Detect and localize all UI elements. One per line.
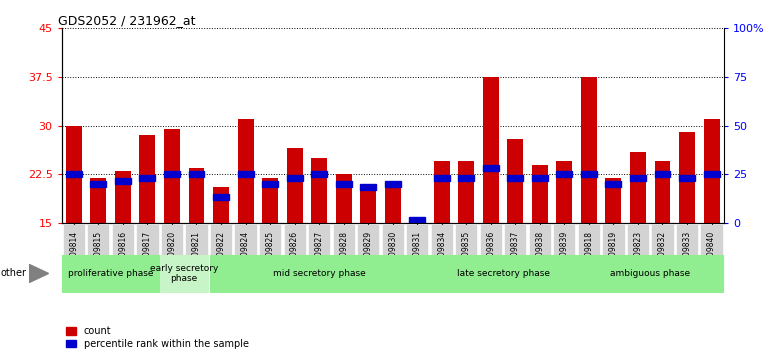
- Text: other: other: [1, 268, 27, 279]
- Bar: [704, 171, 719, 177]
- Bar: [66, 126, 82, 223]
- Bar: [679, 132, 695, 223]
- Bar: [213, 187, 229, 223]
- Bar: [360, 184, 376, 190]
- Bar: [581, 77, 597, 223]
- Bar: [115, 171, 131, 223]
- Bar: [483, 77, 499, 223]
- Bar: [458, 161, 474, 223]
- Bar: [410, 220, 425, 223]
- Bar: [581, 171, 597, 177]
- Bar: [262, 181, 278, 187]
- Bar: [654, 171, 671, 177]
- Bar: [311, 158, 327, 223]
- Bar: [286, 175, 303, 181]
- Bar: [336, 181, 352, 187]
- Bar: [532, 175, 547, 181]
- Text: late secretory phase: late secretory phase: [457, 269, 550, 278]
- Bar: [164, 129, 180, 223]
- Bar: [213, 194, 229, 200]
- Bar: [557, 161, 572, 223]
- Bar: [507, 175, 524, 181]
- Bar: [238, 171, 253, 177]
- Bar: [66, 171, 82, 177]
- Bar: [507, 139, 524, 223]
- Bar: [605, 178, 621, 223]
- Bar: [630, 175, 646, 181]
- Bar: [605, 181, 621, 187]
- Text: GDS2052 / 231962_at: GDS2052 / 231962_at: [59, 14, 196, 27]
- Bar: [654, 161, 671, 223]
- Legend: count, percentile rank within the sample: count, percentile rank within the sample: [66, 326, 249, 349]
- Bar: [630, 152, 646, 223]
- Bar: [336, 175, 352, 223]
- Text: early secretory
phase: early secretory phase: [150, 264, 219, 283]
- Bar: [704, 119, 719, 223]
- Bar: [286, 148, 303, 223]
- Polygon shape: [29, 264, 49, 282]
- Bar: [139, 175, 156, 181]
- Bar: [90, 181, 106, 187]
- Bar: [189, 171, 205, 177]
- Bar: [90, 178, 106, 223]
- Bar: [434, 161, 450, 223]
- Bar: [385, 181, 400, 187]
- Bar: [483, 165, 499, 171]
- Text: proliferative phase: proliferative phase: [68, 269, 153, 278]
- Bar: [532, 165, 547, 223]
- Bar: [189, 168, 205, 223]
- Bar: [238, 119, 253, 223]
- Bar: [434, 175, 450, 181]
- Bar: [679, 175, 695, 181]
- Bar: [410, 217, 425, 223]
- Bar: [311, 171, 327, 177]
- Bar: [164, 171, 180, 177]
- Bar: [115, 178, 131, 184]
- Bar: [262, 178, 278, 223]
- Text: ambiguous phase: ambiguous phase: [610, 269, 690, 278]
- Bar: [458, 175, 474, 181]
- Bar: [385, 184, 400, 223]
- Text: mid secretory phase: mid secretory phase: [273, 269, 366, 278]
- Bar: [360, 184, 376, 223]
- Bar: [139, 135, 156, 223]
- Bar: [557, 171, 572, 177]
